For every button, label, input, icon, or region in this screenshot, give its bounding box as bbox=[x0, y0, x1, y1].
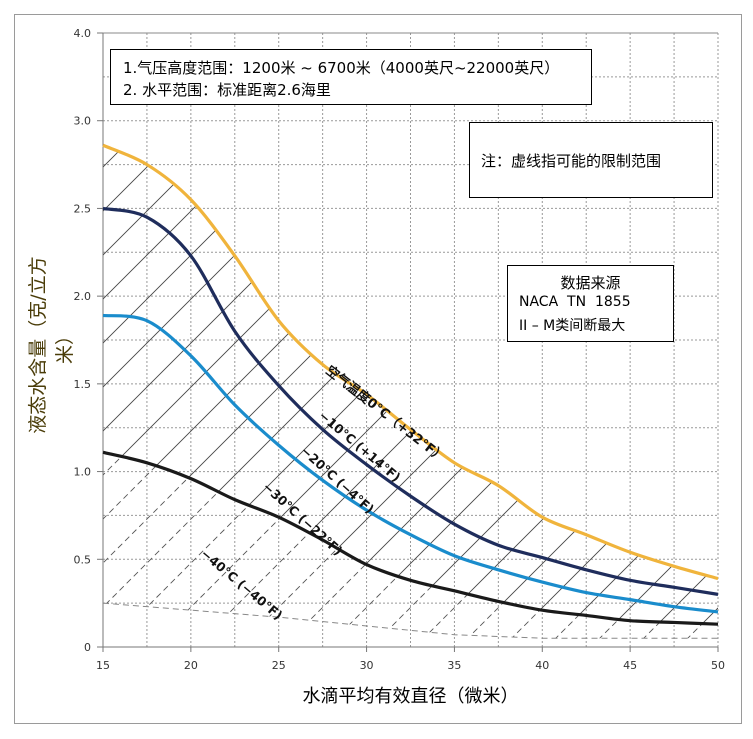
hatch-line bbox=[414, 145, 718, 625]
y-tick-label: 0.5 bbox=[74, 553, 92, 566]
range-note-2: 2. 水平范围：标准距离2.6海里 bbox=[123, 81, 331, 99]
x-tick-label: 25 bbox=[272, 659, 286, 672]
x-tick-label: 45 bbox=[623, 659, 637, 672]
hatch-line bbox=[103, 145, 464, 625]
x-tick-label: 15 bbox=[96, 659, 110, 672]
source-line-2: II – M类间断最大 bbox=[519, 318, 626, 334]
chart-frame bbox=[14, 14, 742, 724]
source-box: 数据来源 NACA TN 1855 II – M类间断最大 bbox=[507, 265, 674, 342]
series-line-2 bbox=[102, 313, 719, 614]
note-text: 注：虚线指可能的限制范围 bbox=[481, 152, 662, 170]
range-note-1: 1.气压高度范围：1200米 ~ 6700米（4000英尺~22000英尺） bbox=[123, 59, 560, 77]
y-tick-label: 1.5 bbox=[74, 378, 92, 391]
x-tick-label: 35 bbox=[447, 659, 461, 672]
hatch-line bbox=[723, 27, 753, 647]
hatch-line-dashed bbox=[0, 27, 23, 647]
x-axis-label: 水滴平均有效直径（微米） bbox=[302, 686, 519, 707]
hatch-line-dashed bbox=[678, 452, 718, 639]
lower-limit-line bbox=[102, 602, 718, 639]
source-line-1: NACA TN 1855 bbox=[519, 294, 631, 310]
source-title: 数据来源 bbox=[560, 274, 621, 292]
y-tick-label: 2.0 bbox=[74, 290, 92, 303]
hatch-line bbox=[103, 145, 552, 625]
note-box: 注：虚线指可能的限制范围 bbox=[469, 122, 713, 198]
hatch-line bbox=[458, 145, 718, 625]
hatch-line bbox=[0, 27, 23, 647]
series-label-3: −30°C (−22°F) bbox=[260, 479, 346, 558]
hatch-line bbox=[678, 145, 718, 625]
series-line-1 bbox=[102, 206, 719, 596]
y-tick-label: 4.0 bbox=[74, 27, 92, 40]
y-axis-label: 液态水含量（克/立方米） bbox=[27, 256, 76, 434]
y-tick-label: 3.0 bbox=[74, 115, 92, 128]
hatch-line bbox=[103, 145, 420, 625]
series-line-0 bbox=[102, 143, 719, 581]
hatch-line-dashed bbox=[238, 452, 718, 639]
hatch-line bbox=[103, 145, 508, 625]
y-tick-label: 2.5 bbox=[74, 202, 92, 215]
range-notes-box: 1.气压高度范围：1200米 ~ 6700米（4000英尺~22000英尺） 2… bbox=[110, 49, 592, 105]
series-line-3 bbox=[102, 450, 719, 626]
x-tick-label: 40 bbox=[535, 659, 549, 672]
x-tick-label: 20 bbox=[184, 659, 198, 672]
x-tick-label: 30 bbox=[360, 659, 374, 672]
x-tick-label: 50 bbox=[711, 659, 725, 672]
hatch-line bbox=[103, 145, 596, 625]
y-tick-label: 0 bbox=[84, 641, 91, 654]
hatch-line bbox=[238, 145, 718, 625]
series-label-4: −40°C (−40°F) bbox=[198, 546, 286, 623]
hatch-line-dashed bbox=[723, 27, 753, 647]
series-label-0: 空气温度0°C（+32°F） bbox=[323, 363, 449, 466]
y-tick-label: 1.0 bbox=[74, 466, 92, 479]
